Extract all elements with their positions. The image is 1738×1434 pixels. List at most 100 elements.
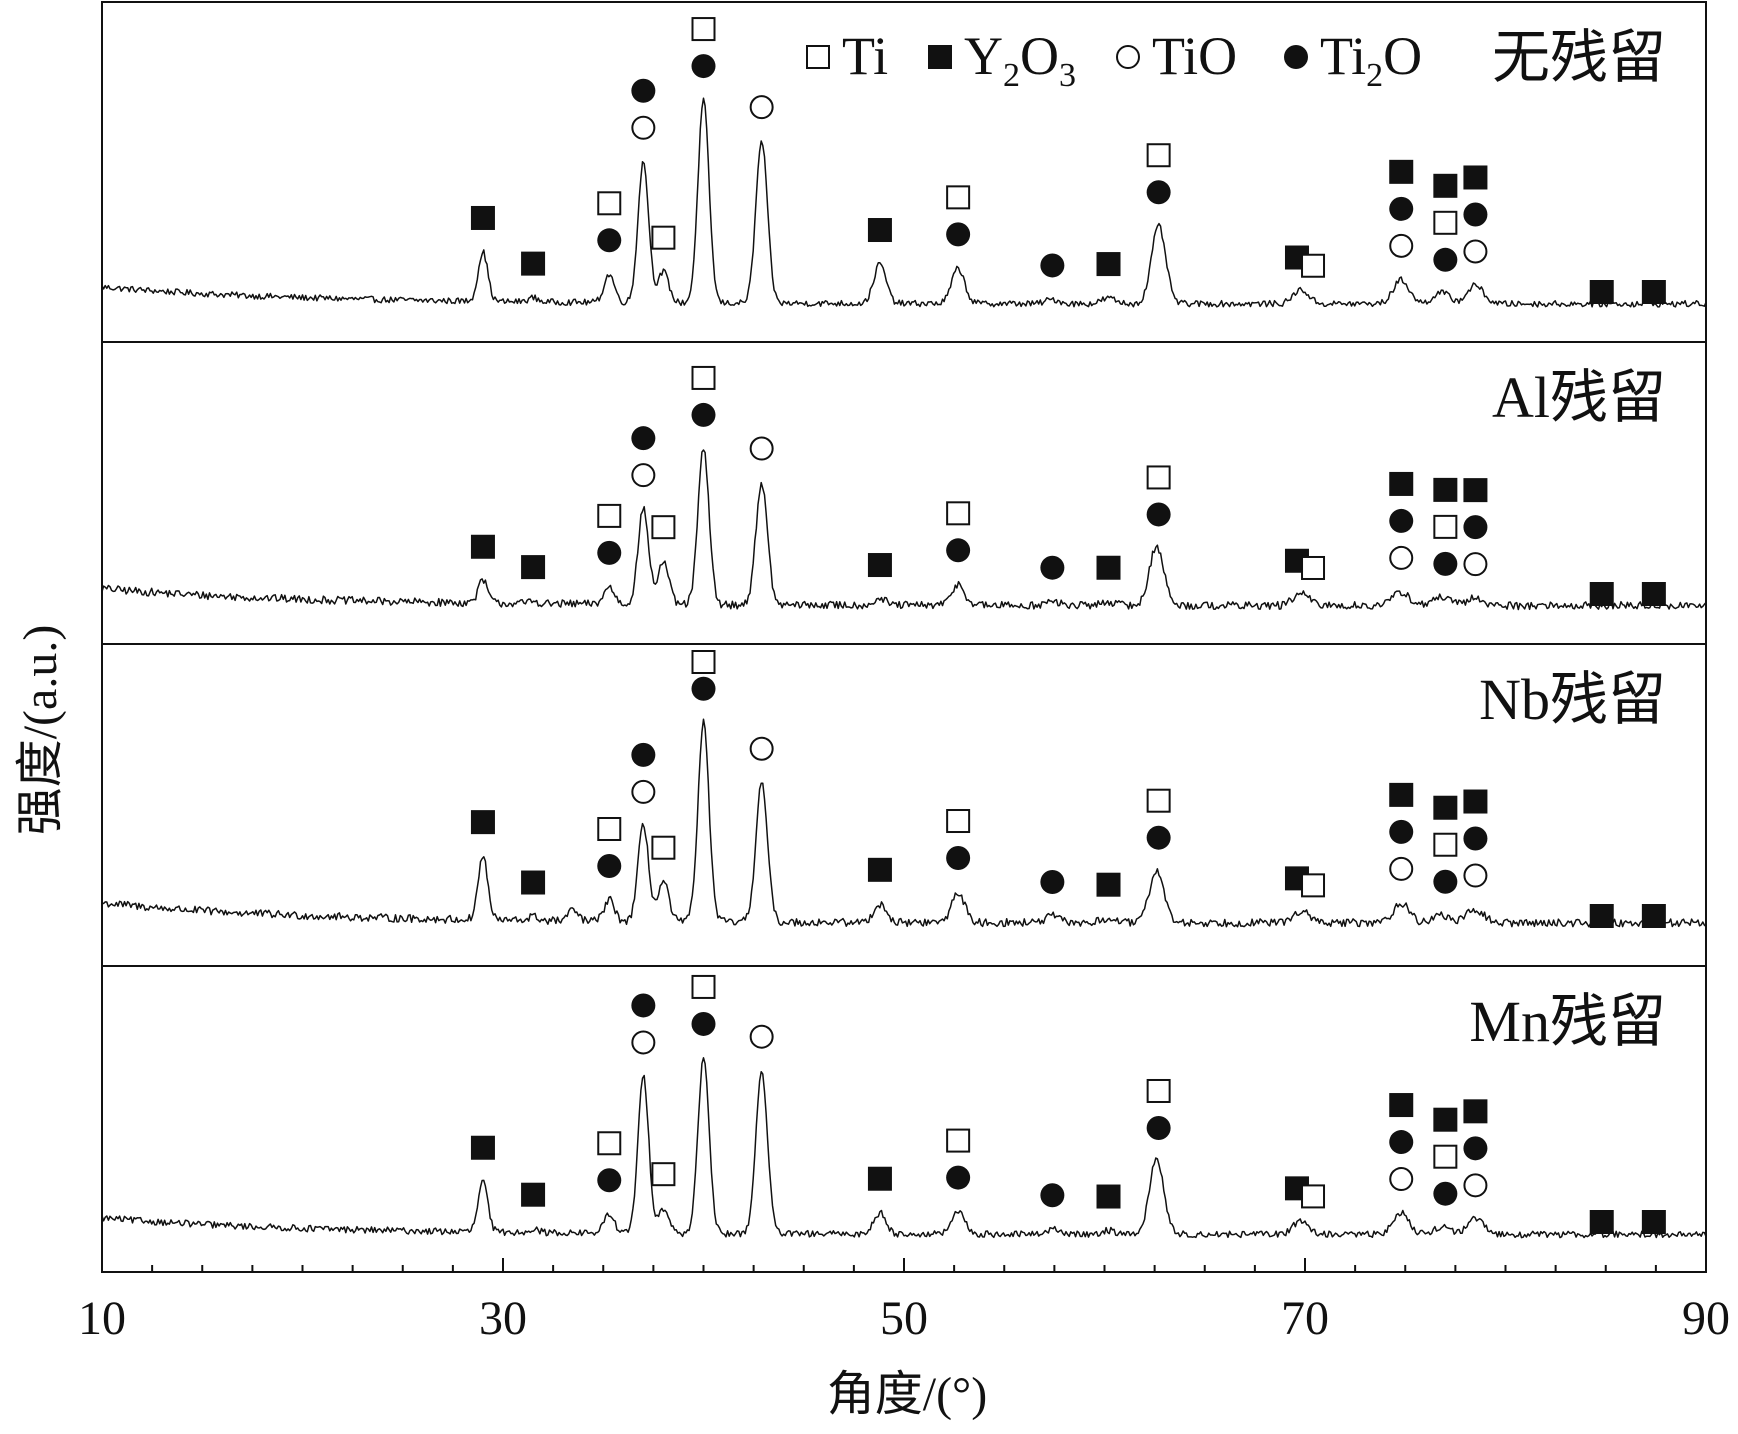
phase-marker-filled-circle [691,402,716,427]
phase-marker-open-square [946,809,971,834]
phase-marker-open-square [651,515,676,540]
phase-marker-open-circle [749,1024,774,1049]
panel: Nb残留 [101,643,1707,967]
phase-marker-filled-square [867,857,892,882]
phase-marker-filled-square [1096,872,1121,897]
phase-marker-open-circle [1463,1173,1488,1198]
phase-marker-open-square [597,1131,622,1156]
legend-entry: Ti2O [1284,26,1422,94]
phase-marker-open-circle [749,736,774,761]
phase-marker-filled-circle [1040,253,1065,278]
x-tick-label: 30 [479,1292,527,1345]
phase-marker-filled-square [521,870,546,895]
phase-marker-open-square [946,1128,971,1153]
legend-entry: TiO [1116,26,1237,86]
phase-marker-filled-square [1096,555,1121,580]
phase-marker-open-circle [1389,545,1414,570]
pattern-line [101,449,1707,611]
phase-marker-open-circle [1463,552,1488,577]
phase-marker-open-square [1433,210,1458,235]
phase-markers [470,650,1666,928]
phase-marker-filled-circle [1433,247,1458,272]
legend-symbol-filled-circle [1284,45,1308,69]
phase-marker-open-square [1146,788,1171,813]
phase-marker-filled-square [1463,478,1488,503]
phase-markers [470,974,1666,1234]
legend-symbol-open-circle [1116,45,1140,69]
phase-marker-filled-circle [1146,180,1171,205]
phase-marker-filled-square [470,1135,495,1160]
phase-marker-open-square [1433,514,1458,539]
panel: Al残留 [101,341,1707,645]
phase-marker-filled-square [867,218,892,243]
x-tick-label: 50 [880,1292,928,1345]
phase-marker-open-square [1301,253,1326,278]
legend-entry: Ti [806,26,888,86]
phase-marker-filled-circle [1389,819,1414,844]
phase-marker-filled-square [1096,1184,1121,1209]
phase-marker-open-square [691,365,716,390]
phase-marker-filled-circle [1389,508,1414,533]
phase-marker-filled-square [1589,280,1614,304]
panel-label: Nb残留 [1479,667,1666,732]
phase-marker-filled-circle [1463,515,1488,540]
phase-marker-open-square [1433,832,1458,857]
phase-marker-filled-circle [1040,1183,1065,1208]
phase-marker-filled-square [1463,789,1488,814]
panels: 无残留 Al残留 Nb残留 Mn残留 [101,1,1707,1273]
legend-entry: Y2O3 [928,26,1076,94]
phase-marker-filled-square [521,555,546,580]
phase-marker-filled-circle [691,54,716,79]
phase-marker-filled-circle [691,676,716,701]
phase-marker-filled-circle [1463,1136,1488,1161]
phase-markers [470,17,1666,304]
phase-marker-filled-square [1589,904,1614,928]
phase-marker-filled-circle [1433,869,1458,894]
phase-marker-open-circle [631,1030,656,1055]
panel-label: Mn残留 [1469,989,1666,1054]
phase-marker-open-circle [631,463,656,488]
phase-marker-filled-circle [1433,551,1458,576]
phase-marker-filled-square [1641,1210,1666,1234]
phase-marker-filled-square [1389,1093,1414,1118]
phase-marker-filled-circle [946,222,971,247]
phase-marker-filled-circle [1040,555,1065,580]
phase-marker-filled-square [1433,477,1458,502]
phase-marker-filled-circle [946,538,971,563]
phase-marker-filled-square [1641,582,1666,606]
phase-marker-filled-circle [1040,870,1065,895]
legend-label: Ti [842,26,888,86]
y-axis-label: 强度/(a.u.) [14,625,67,836]
phase-marker-filled-square [867,1166,892,1191]
panel: 无残留 [101,1,1707,343]
phase-marker-filled-square [470,205,495,230]
legend-symbol-open-square [806,45,830,69]
phase-marker-filled-square [1389,782,1414,807]
phase-marker-filled-square [521,251,546,276]
phase-marker-open-circle [1463,239,1488,264]
legend: Ti Y2O3 TiO Ti2O [806,26,1422,94]
phase-marker-open-square [691,974,716,999]
phase-marker-open-circle [1389,856,1414,881]
phase-marker-open-square [946,501,971,526]
phase-marker-open-circle [1463,863,1488,888]
phase-marker-open-square [651,835,676,860]
x-tick-label: 90 [1682,1292,1730,1345]
phase-marker-filled-circle [631,426,656,451]
pattern-line [101,1057,1707,1239]
x-tick-label: 10 [78,1292,126,1345]
legend-symbol-filled-square [928,45,952,69]
phase-marker-open-circle [1389,1167,1414,1192]
phase-marker-filled-circle [1146,1115,1171,1140]
phase-marker-filled-square [1433,795,1458,820]
phase-marker-filled-circle [597,853,622,878]
phase-marker-filled-circle [1463,826,1488,851]
phase-marker-filled-circle [1389,196,1414,221]
phase-marker-filled-square [1433,173,1458,198]
phase-marker-filled-square [1433,1107,1458,1132]
phase-marker-open-square [597,191,622,216]
phase-marker-open-square [1301,873,1326,898]
phase-marker-filled-circle [1146,502,1171,527]
phase-marker-open-square [1301,1184,1326,1209]
